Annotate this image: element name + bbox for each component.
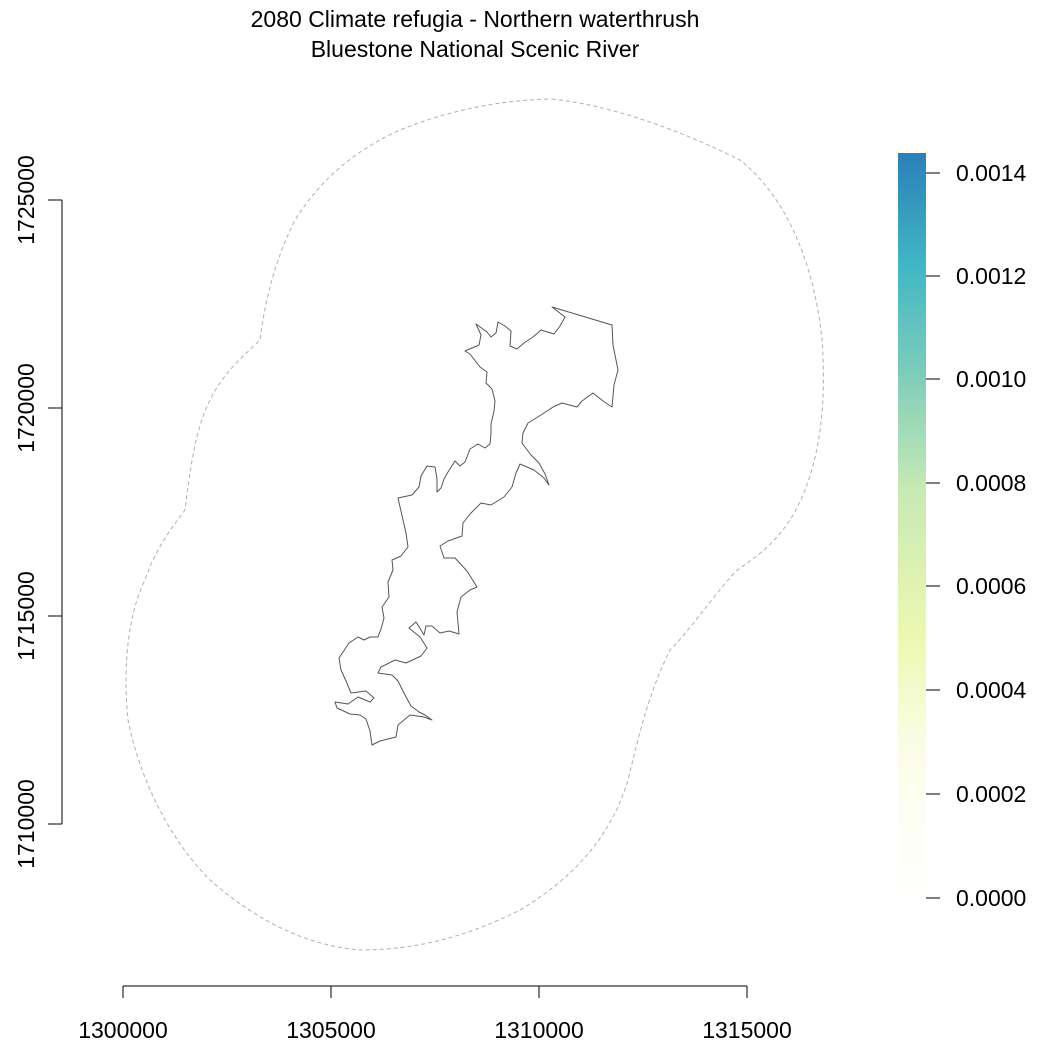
legend-label: 0.0012	[956, 263, 1026, 289]
y-tick-label: 1715000	[13, 571, 39, 661]
map-subtitle: Bluestone National Scenic River	[310, 36, 640, 62]
legend-label: 0.0004	[956, 677, 1027, 703]
y-tick-label: 1720000	[13, 363, 39, 453]
legend-colorbar	[898, 153, 926, 898]
x-tick-label: 1305000	[286, 1017, 376, 1043]
legend-label: 0.0008	[956, 470, 1026, 496]
legend-label: 0.0000	[956, 885, 1026, 911]
legend-label: 0.0010	[956, 366, 1026, 392]
x-axis: 1300000 1305000 1310000 1315000	[78, 985, 792, 1043]
x-tick-label: 1300000	[78, 1017, 168, 1043]
legend-label: 0.0014	[956, 160, 1027, 186]
color-legend: 0.0014 0.0012 0.0010 0.0008 0.0006 0.000…	[898, 153, 1027, 911]
y-tick-label: 1710000	[13, 779, 39, 869]
y-tick-label: 1725000	[13, 155, 39, 245]
park-boundary	[334, 306, 619, 746]
legend-label: 0.0002	[956, 781, 1026, 807]
buffer-outline	[125, 98, 824, 951]
legend-label: 0.0006	[956, 573, 1026, 599]
map-title: 2080 Climate refugia - Northern waterthr…	[250, 6, 700, 32]
x-tick-label: 1310000	[494, 1017, 584, 1043]
y-axis: 1725000 1720000 1715000 1710000	[13, 155, 63, 869]
x-tick-label: 1315000	[702, 1017, 792, 1043]
